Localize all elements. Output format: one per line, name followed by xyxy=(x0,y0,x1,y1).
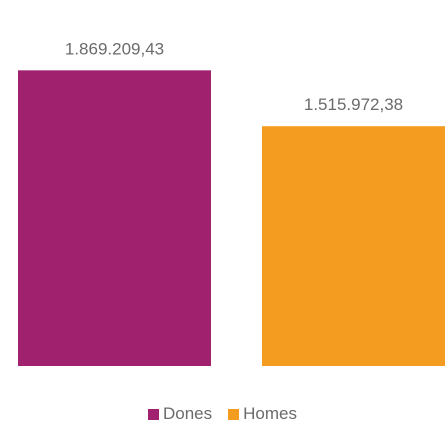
legend-swatch-dones xyxy=(148,408,159,420)
bar-homes xyxy=(262,126,445,366)
legend-item-homes: Homes xyxy=(228,404,297,424)
legend-label-dones: Dones xyxy=(163,404,213,423)
bar-dones xyxy=(18,70,211,367)
bar-chart: 1.869.209,43 1.515.972,38 xyxy=(18,39,445,367)
data-label-dones: 1.869.209,43 xyxy=(65,39,164,58)
data-label-homes: 1.515.972,38 xyxy=(304,95,403,114)
legend-item-dones: Dones xyxy=(148,404,212,424)
legend: Dones Homes xyxy=(0,404,445,424)
legend-swatch-homes xyxy=(228,408,240,420)
legend-label-homes: Homes xyxy=(243,404,297,423)
